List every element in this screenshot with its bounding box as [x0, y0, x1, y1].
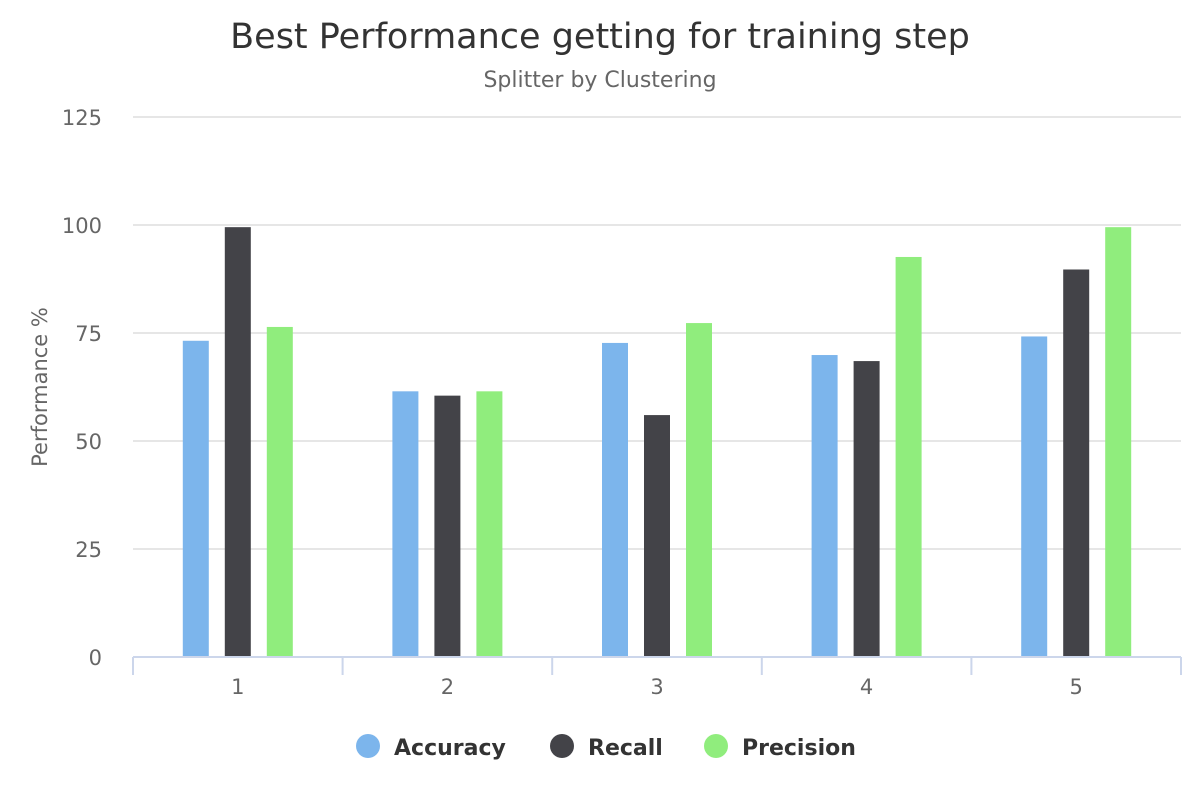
legend-item-precision[interactable]: Precision	[704, 734, 856, 761]
bars	[182, 227, 1132, 657]
bar-precision-1[interactable]	[266, 326, 293, 657]
bar-recall-3[interactable]	[644, 415, 670, 657]
bar-precision-5[interactable]	[1105, 227, 1132, 657]
bar-accuracy-4[interactable]	[811, 355, 838, 657]
bar-recall-1[interactable]	[224, 227, 251, 657]
bar-accuracy-3[interactable]	[602, 342, 628, 657]
bar-accuracy-5[interactable]	[1021, 336, 1048, 657]
y-tick-label: 0	[89, 646, 102, 670]
bar-recall-5[interactable]	[1063, 269, 1090, 657]
legend-label-precision: Precision	[742, 736, 856, 761]
legend-marker-precision	[704, 734, 728, 758]
legend-label-accuracy: Accuracy	[394, 736, 506, 761]
bar-precision-3[interactable]	[686, 323, 712, 657]
x-tick-label: 1	[231, 675, 244, 699]
y-axis-ticks: 0 25 50 75 100 125	[62, 106, 102, 670]
bar-accuracy-2[interactable]	[392, 391, 419, 657]
chart-title: Best Performance getting for training st…	[230, 17, 970, 57]
x-tick-label: 3	[650, 675, 663, 699]
y-tick-label: 50	[75, 430, 102, 454]
bar-accuracy-1[interactable]	[182, 340, 209, 657]
bar-precision-2[interactable]	[476, 391, 503, 657]
x-tick-label: 2	[441, 675, 454, 699]
bar-recall-2[interactable]	[434, 395, 461, 657]
legend-item-accuracy[interactable]: Accuracy	[356, 734, 506, 761]
y-tick-label: 25	[75, 538, 102, 562]
x-tick-label: 4	[860, 675, 873, 699]
y-tick-label: 100	[62, 214, 102, 238]
chart-subtitle: Splitter by Clustering	[483, 68, 716, 93]
y-tick-label: 75	[75, 322, 102, 346]
x-tick-label: 5	[1070, 675, 1083, 699]
legend-marker-recall	[550, 734, 574, 758]
gridlines	[133, 116, 1181, 550]
legend-marker-accuracy	[356, 734, 380, 758]
y-axis-label: Performance %	[28, 307, 52, 467]
bar-recall-4[interactable]	[853, 361, 880, 657]
legend-item-recall[interactable]: Recall	[550, 734, 663, 761]
legend: Accuracy Recall Precision	[356, 734, 856, 761]
x-axis: 1 2 3 4 5	[132, 656, 1182, 699]
bar-precision-4[interactable]	[895, 256, 922, 657]
y-tick-label: 125	[62, 106, 102, 130]
legend-label-recall: Recall	[588, 736, 663, 761]
